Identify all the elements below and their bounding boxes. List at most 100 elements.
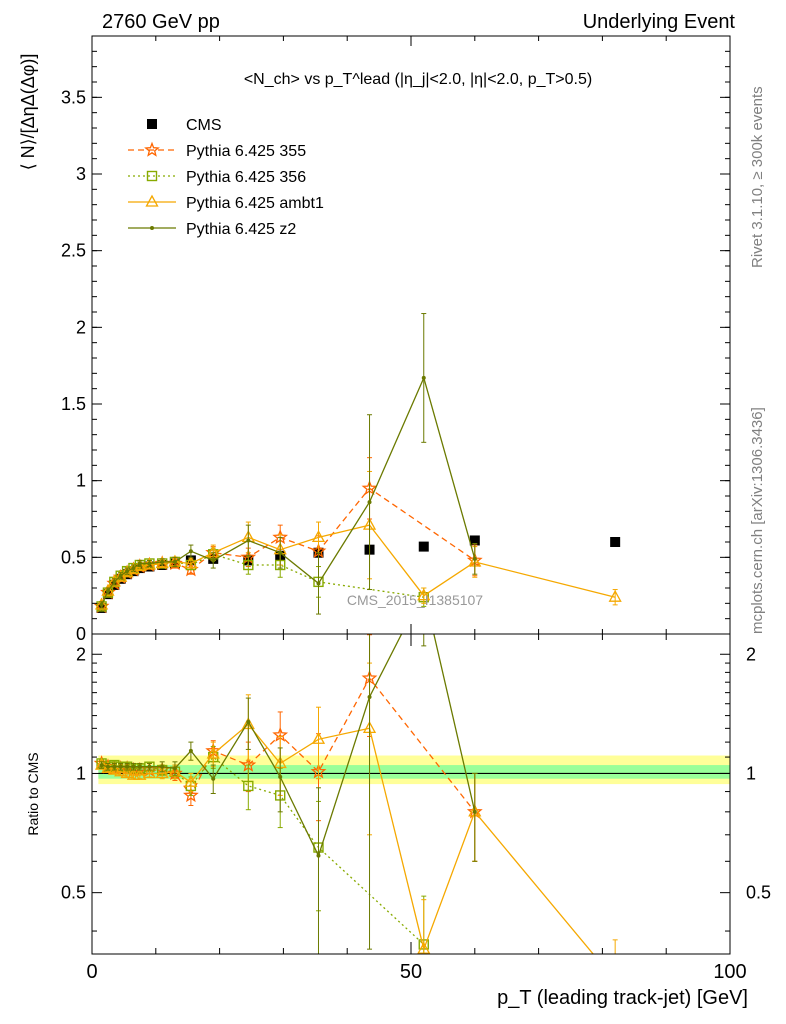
main-point-ambt1 [184, 556, 198, 569]
legend-marker-ambt1 [145, 194, 159, 207]
main-panel: 0 0.5 1 1.5 2 2.5 3 3.5 [61, 35, 731, 644]
main-point-cms [469, 535, 480, 546]
main-y-tick-label: 1 [76, 471, 86, 491]
ratio-point-ambt1 [311, 731, 326, 744]
ratio-point-z2 [316, 853, 321, 858]
ratio-point-ambt1 [184, 774, 198, 787]
main-y-tick-label: 0 [76, 624, 86, 644]
ratio-series-z2 [99, 634, 478, 954]
ratio-point-ambt1 [610, 975, 621, 985]
mcplots-source-label: mcplots.cern.ch [arXiv:1306.3436] [749, 407, 766, 634]
ratio-y-tick-label-right: 0.5 [746, 883, 771, 903]
ratio-series-ambt1 [94, 662, 621, 985]
rivet-version-label: Rivet 3.1.10, ≥ 300k events [749, 86, 766, 268]
legend-entry-cms: CMS [147, 117, 222, 134]
legend-marker-cms [147, 119, 157, 129]
legend-label-z2: Pythia 6.425 z2 [186, 221, 296, 238]
main-y-tick-label: 3.5 [61, 87, 86, 107]
main-y-axis-title: ⟨ N⟩/[ΔηΔ(Δφ)] [18, 54, 38, 171]
ratio-point-ambt1 [142, 766, 157, 779]
ratio-point-z2 [160, 764, 165, 769]
ratio-point-ambt1 [107, 762, 121, 775]
ratio-point-z2 [172, 766, 177, 771]
ratio-point-z2 [99, 763, 104, 768]
ratio-line-p355 [101, 677, 476, 813]
ratio-point-ambt1 [101, 761, 115, 774]
main-series-p355 [93, 457, 483, 614]
ratio-line-z2 [101, 634, 476, 858]
main-point-z2 [278, 550, 283, 555]
main-point-z2 [211, 558, 216, 563]
ratio-point-z2 [125, 764, 130, 769]
ratio-point-ambt1 [126, 767, 141, 780]
main-point-ambt1 [94, 597, 109, 610]
ratio-y-axis-title: Ratio to CMS [25, 752, 41, 835]
x-tick-label: 100 [713, 961, 746, 983]
legend-entry-ambt1: Pythia 6.425 ambt1 [128, 194, 324, 212]
ratio-series-p356 [96, 745, 429, 954]
ratio-point-z2 [246, 719, 251, 724]
x-tick-label: 0 [86, 961, 97, 983]
ratio-point-ambt1 [155, 766, 169, 779]
ratio-point-z2 [131, 764, 136, 769]
main-point-z2 [367, 500, 372, 505]
ratio-panel-frame [91, 633, 731, 955]
x-tick-label: 50 [400, 961, 422, 983]
main-line-z2 [101, 375, 476, 606]
legend-marker-z2 [150, 226, 154, 230]
legend-entry-p355: Pythia 6.425 355 [128, 141, 306, 160]
main-point-z2 [172, 559, 177, 564]
legend: CMS Pythia 6.425 355 Pythia 6.425 356 Pythi… [128, 117, 324, 238]
ratio-point-z2 [472, 809, 477, 814]
ratio-y-tick-label-left: 0.5 [61, 883, 86, 903]
legend-label-cms: CMS [186, 117, 222, 134]
main-y-tick-label: 1.5 [61, 394, 86, 414]
main-point-ambt1 [120, 565, 134, 578]
ratio-y-tick-label-right: 1 [746, 763, 756, 783]
main-y-tick-label: 0.5 [61, 547, 86, 567]
main-point-ambt1 [126, 562, 141, 575]
ratio-point-ambt1 [120, 766, 134, 779]
main-y-tick-label: 3 [76, 164, 86, 184]
analysis-watermark: CMS_2015_I1385107 [347, 592, 483, 608]
main-point-cms [610, 537, 621, 547]
ratio-point-ambt1 [206, 746, 220, 759]
main-point-z2 [421, 375, 426, 380]
main-point-z2 [105, 589, 110, 594]
main-point-z2 [246, 538, 251, 543]
main-point-z2 [316, 581, 321, 586]
legend-marker-p356 [146, 170, 158, 182]
ratio-point-z2 [278, 774, 283, 779]
main-point-z2 [118, 573, 123, 578]
ratio-point-p356 [243, 780, 254, 792]
ratio-point-z2 [367, 694, 372, 699]
ratio-point-z2 [188, 748, 193, 753]
ratio-point-ambt1 [168, 764, 182, 777]
ratio-point-z2 [118, 764, 123, 769]
ratio-y-tick-label-right: 2 [746, 644, 756, 664]
ratio-panel: 0.5 0.5 1 1 2 2 0 50 100 [61, 633, 771, 985]
main-y-tick-label: 2 [76, 317, 86, 337]
main-point-ambt1 [311, 530, 326, 543]
ratio-uncertainty-band-inner [98, 765, 730, 779]
main-point-z2 [472, 556, 477, 561]
main-point-ambt1 [608, 589, 622, 602]
legend-entry-z2: Pythia 6.425 z2 [128, 221, 296, 238]
ratio-point-ambt1 [94, 757, 109, 770]
main-point-cms [418, 541, 429, 552]
ratio-point-ambt1 [417, 941, 431, 954]
ratio-point-p355 [182, 787, 199, 803]
ratio-point-z2 [147, 764, 152, 769]
header-analysis-label: Underlying Event [583, 11, 736, 33]
ratio-point-z2 [211, 776, 216, 781]
ratio-point-z2 [105, 764, 110, 769]
x-axis-title: p_T (leading track-jet) [GeV] [497, 987, 748, 1009]
legend-marker-p355 [144, 141, 160, 157]
ratio-series-p355 [93, 634, 483, 862]
main-series-z2 [99, 313, 478, 615]
main-point-ambt1 [417, 588, 431, 601]
chart-title: <N_ch> vs p_T^lead (|η_j|<2.0, |η|<2.0, … [244, 71, 592, 88]
legend-label-p356: Pythia 6.425 356 [186, 169, 306, 186]
main-point-p356 [243, 559, 254, 571]
